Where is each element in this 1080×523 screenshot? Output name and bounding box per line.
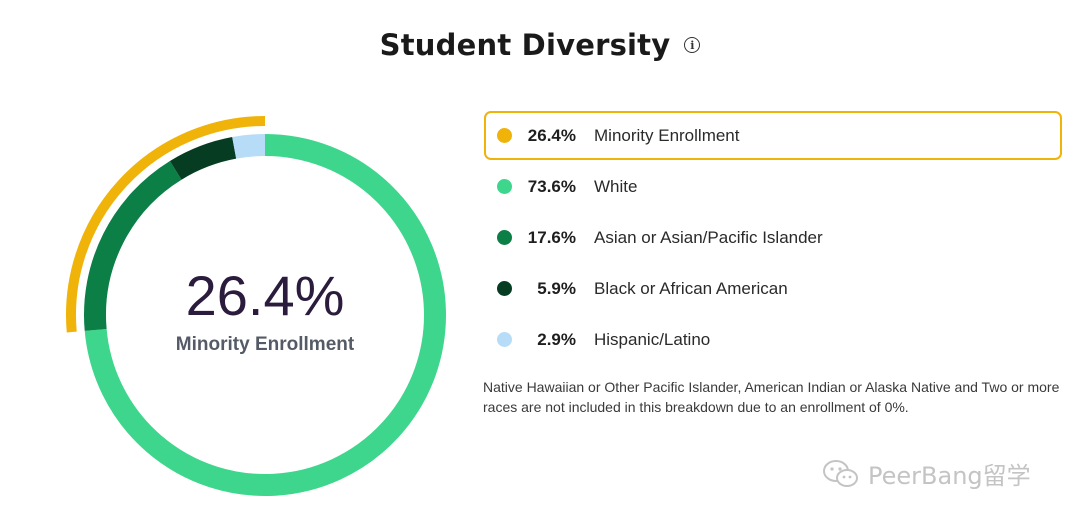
donut-slice-black-or-african-american — [169, 136, 237, 180]
legend-percent: 17.6% — [527, 227, 576, 247]
donut-center: 26.4% Minority Enrollment — [85, 268, 445, 356]
legend-label: Black or African American — [594, 278, 788, 298]
legend-dot — [497, 230, 512, 245]
legend-item-hispanic[interactable]: 2.9% Hispanic/Latino — [484, 315, 1062, 364]
center-label: Minority Enrollment — [175, 334, 355, 355]
legend-label: Minority Enrollment — [594, 125, 740, 145]
donut-slice-white — [84, 134, 446, 496]
title-row: Student Diversity i — [0, 28, 1080, 62]
legend-percent: 5.9% — [537, 278, 576, 298]
legend-dot — [497, 128, 512, 143]
footnote: Native Hawaiian or Other Pacific Islande… — [483, 379, 1060, 415]
watermark: PeerBang留学 — [822, 456, 1031, 491]
legend-label: Hispanic/Latino — [594, 329, 711, 349]
legend-percent: 2.9% — [537, 329, 576, 349]
info-icon[interactable]: i — [684, 37, 701, 53]
legend: 26.4% Minority Enrollment 73.6% White 17… — [484, 111, 1062, 366]
center-value: 26.4% — [185, 264, 345, 327]
legend-percent: 26.4% — [527, 125, 576, 145]
donut-chart — [66, 116, 446, 496]
donut-slice-hispanic-latino — [232, 134, 266, 159]
legend-item-asian[interactable]: 17.6% Asian or Asian/Pacific Islander — [484, 213, 1062, 262]
legend-label: White — [594, 176, 638, 196]
legend-percent: 73.6% — [527, 176, 576, 196]
legend-label: Asian or Asian/Pacific Islander — [594, 227, 823, 247]
legend-dot — [497, 281, 512, 296]
legend-dot — [497, 332, 512, 347]
legend-item-black[interactable]: 5.9% Black or African American — [484, 264, 1062, 313]
minority-highlight-arc — [66, 116, 266, 333]
donut-slice-asian-or-asian-pacific-islander — [84, 160, 182, 331]
legend-item-white[interactable]: 73.6% White — [484, 162, 1062, 211]
legend-item-minority[interactable]: 26.4% Minority Enrollment — [484, 111, 1062, 160]
legend-dot — [497, 179, 512, 194]
watermark-text: PeerBang留学 — [868, 462, 1031, 490]
chart-title: Student Diversity — [379, 28, 671, 62]
wechat-icon — [823, 459, 858, 487]
